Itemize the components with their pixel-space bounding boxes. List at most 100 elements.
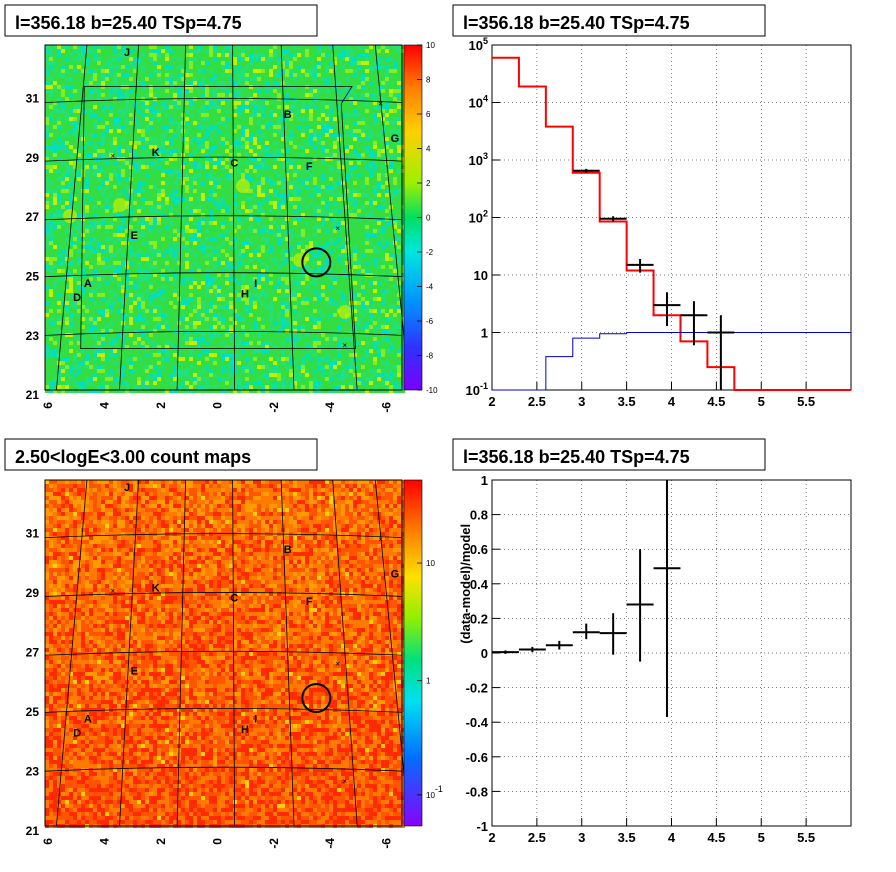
roi-circle	[301, 247, 332, 278]
y-axis-label: (data-model)/model	[458, 524, 473, 644]
x-tick-label: 4	[668, 394, 676, 409]
colorbar-tick-label: 6	[426, 110, 431, 119]
source-label: K	[152, 147, 160, 159]
y-tick-label: 27	[26, 646, 40, 660]
y-tick-label: 25	[26, 269, 40, 283]
meridian-line	[176, 479, 186, 827]
bright-spot	[113, 198, 127, 212]
parallel-line	[44, 766, 403, 772]
y-tick-label: 21	[26, 824, 40, 838]
colorbar-tick-label: -6	[426, 317, 434, 326]
bright-spot	[338, 305, 352, 319]
y-tick-label: 31	[26, 527, 40, 541]
source-label: C	[230, 157, 238, 169]
source-label: I	[254, 278, 257, 290]
data-point	[653, 292, 681, 326]
source-label: E	[131, 230, 138, 242]
source-label: H	[241, 724, 249, 736]
heatmap-title-2-box	[4, 438, 318, 471]
colorbar-tick-label: 8	[426, 76, 431, 85]
residual-point	[518, 646, 546, 653]
colorbar-tick-label: 10	[426, 41, 435, 50]
source-label: K	[152, 582, 160, 594]
source-label: A	[84, 714, 92, 726]
colorbar-tick-label: 10-1	[426, 784, 443, 800]
x-tick-label: 2	[154, 838, 168, 845]
data-point	[599, 216, 627, 222]
y-tick-label: 10-1	[466, 381, 488, 398]
x-tick-label: 0	[210, 838, 224, 845]
y-tick-label: -1	[476, 819, 488, 834]
y-tick-label: 102	[469, 209, 488, 226]
meridian-line	[280, 479, 295, 827]
source-label: F	[306, 596, 313, 608]
heatmap-cells-2	[45, 480, 405, 828]
histogram-series-0	[492, 56, 851, 391]
y-tick-label: 104	[469, 94, 488, 111]
y-tick-label: 0.6	[470, 542, 488, 557]
x-tick-label: -2	[267, 838, 281, 849]
y-tick-label: -0.4	[466, 715, 489, 730]
plot-title-3-box	[452, 438, 766, 471]
source-label: D	[73, 292, 81, 304]
x-tick-label: 3.5	[618, 394, 636, 409]
x-tick-label: 4	[98, 402, 112, 409]
histogram-series-1	[492, 332, 851, 391]
parallel-line	[44, 156, 403, 162]
colorbar-frame-2	[403, 479, 423, 827]
x-tick-label: 4	[668, 830, 676, 845]
meridian-line	[374, 44, 410, 391]
data-point	[680, 301, 708, 346]
x-tick-label: 5	[758, 830, 765, 845]
y-tick-label: 10	[474, 268, 488, 283]
y-tick-label: 29	[26, 151, 40, 165]
residual-point	[545, 640, 573, 650]
colorbar-tick-label: 10	[426, 559, 435, 568]
source-label: G	[391, 133, 400, 145]
x-tick-label: 5.5	[797, 394, 815, 409]
source-label: J	[124, 47, 130, 59]
x-tick-label: 4	[98, 838, 112, 845]
source-label: E	[131, 665, 138, 677]
source-label: D	[73, 728, 81, 740]
graticule-2	[44, 479, 410, 827]
heatmap-panel-0: J B G K C F E A I D H × × × × 6 4 2 0 -2 -4 -6 31 29 27 25 23 21 10 8…	[26, 41, 438, 413]
parallel-line	[44, 98, 403, 103]
x-tick-label: 4.5	[707, 394, 725, 409]
y-tick-label: 21	[26, 388, 40, 402]
x-tick-label: 2.5	[528, 830, 546, 845]
residual-point	[572, 623, 600, 640]
plot-title-3: l=356.18 b=25.40 TSp=4.75	[463, 447, 690, 467]
heatmap-cells-0	[45, 45, 405, 393]
source-label: B	[284, 544, 292, 556]
heatmap-frame-2	[44, 479, 403, 827]
roi-outline	[80, 86, 357, 349]
colorbar-tick-label: 4	[426, 145, 431, 154]
x-tick-label: -4	[323, 838, 337, 849]
heatmap-frame-0	[44, 44, 403, 391]
bright-spot	[63, 209, 77, 223]
residual-point	[653, 480, 681, 718]
x-tick-label: -6	[380, 402, 394, 413]
roi-circle	[301, 682, 332, 713]
plot-title-1-box	[452, 4, 766, 37]
meridian-line	[280, 44, 295, 391]
parallel-line	[44, 592, 403, 597]
residual-point	[492, 650, 519, 654]
colorbar-tick-label: 0	[426, 214, 431, 223]
y-tick-label: -0.6	[466, 750, 488, 765]
y-tick-label: 23	[26, 765, 40, 779]
heatmap-title-0: l=356.18 b=25.40 TSp=4.75	[15, 13, 242, 33]
residual-point	[626, 549, 654, 662]
y-tick-label: 1	[481, 473, 488, 488]
source-label: I	[254, 714, 257, 726]
parallel-line	[44, 272, 403, 278]
x-tick-label: 2	[154, 402, 168, 409]
x-tick-label: -2	[267, 402, 281, 413]
source-cross-marker: ×	[378, 535, 383, 544]
colorbar-tick-label: 1	[426, 677, 431, 686]
colorbar-0	[404, 45, 422, 390]
y-tick-label: 0.2	[470, 611, 488, 626]
plot-panel-3: 2 2.5 3 3.5 4 4.5 5 5.5 1 0.8 0.6 0.4 0.2 0 -0.2 -0.4 -0…	[458, 473, 852, 845]
